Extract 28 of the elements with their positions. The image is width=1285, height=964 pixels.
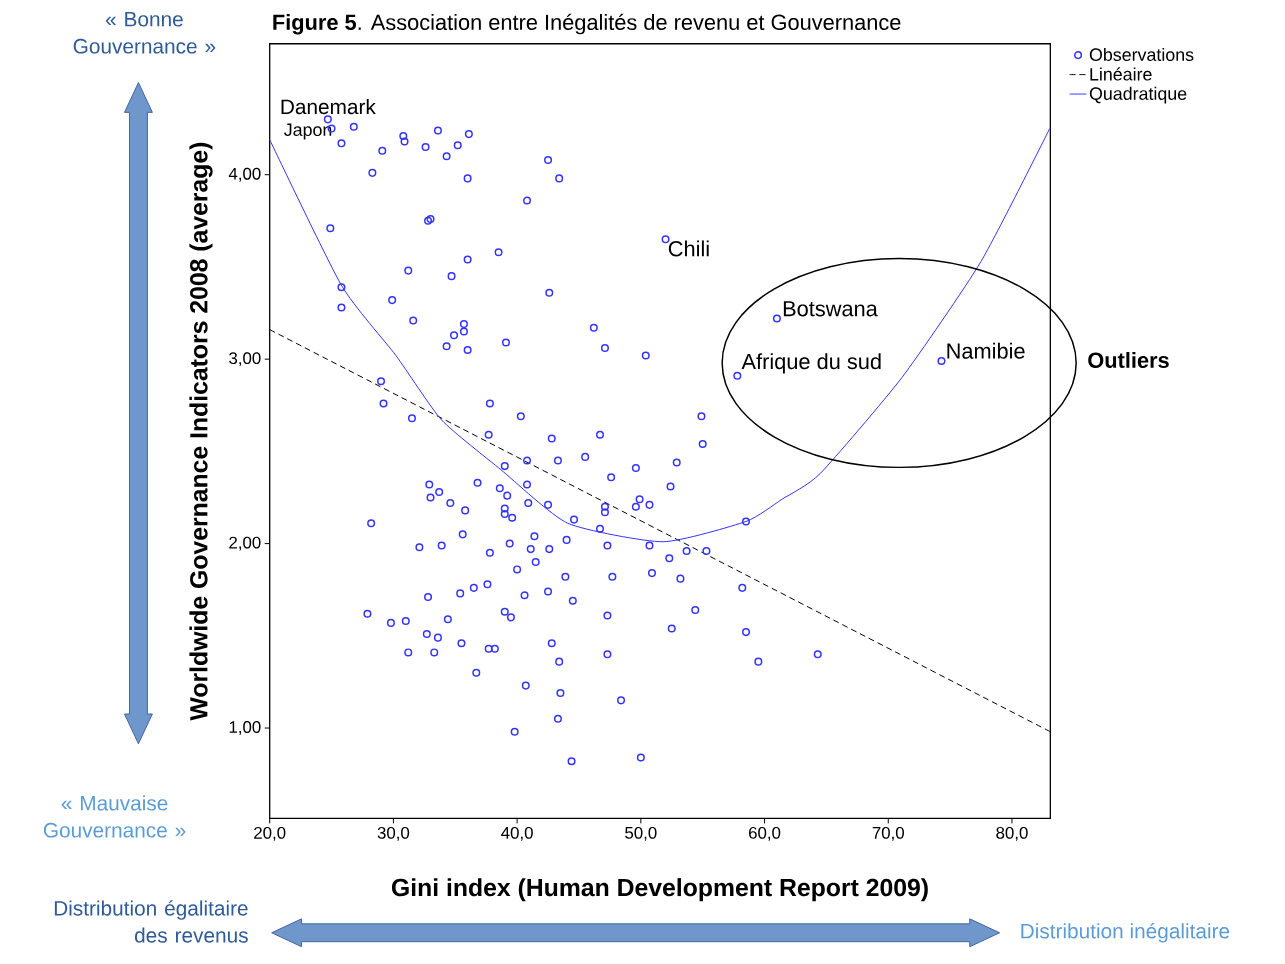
annotation: Danemark	[281, 99, 376, 115]
x-tick-label: 20,0	[254, 827, 286, 841]
text: « Mauvaise Gouvernance »	[43, 795, 186, 838]
x-tick-label: 60,0	[749, 827, 781, 841]
legend-label: Linéaire	[1090, 67, 1152, 81]
text: « Bonne Gouvernance »	[73, 12, 216, 54]
y-tick-label: 4,00	[228, 167, 261, 182]
x-tick-label: 30,0	[377, 827, 410, 841]
text: Distribution égalitaire des revenus	[54, 900, 248, 943]
text: Distribution inégalitaire	[1021, 923, 1230, 943]
chart-title: Figure 5. Association entre Inégalités de revenu et Gouvernance	[273, 13, 901, 35]
annotation: Chili	[668, 240, 709, 257]
x-tick-label: 70,0	[872, 827, 904, 841]
y-tick-label: 3,00	[229, 352, 261, 367]
legend-label: Observations	[1089, 48, 1194, 62]
y-tick-label: 2,00	[229, 536, 261, 551]
y-axis-title: Worldwide Governance Indicators 2008 (average)	[189, 143, 213, 721]
y-tick-label: 1,00	[229, 721, 261, 736]
annotation: Japon	[284, 123, 332, 140]
x-tick-label: 40,0	[501, 827, 533, 841]
text: Outliers	[1088, 352, 1169, 369]
legend-label: Quadratique	[1089, 87, 1187, 104]
annotation: Afrique du sud	[741, 353, 881, 374]
annotation: Namibie	[947, 342, 1025, 360]
x-tick-label: 80,0	[996, 827, 1028, 841]
annotation: Botswana	[783, 301, 878, 317]
x-tick-label: 50,0	[625, 827, 657, 841]
x-axis-title: Gini index (Human Development Report 2009)	[391, 878, 928, 902]
